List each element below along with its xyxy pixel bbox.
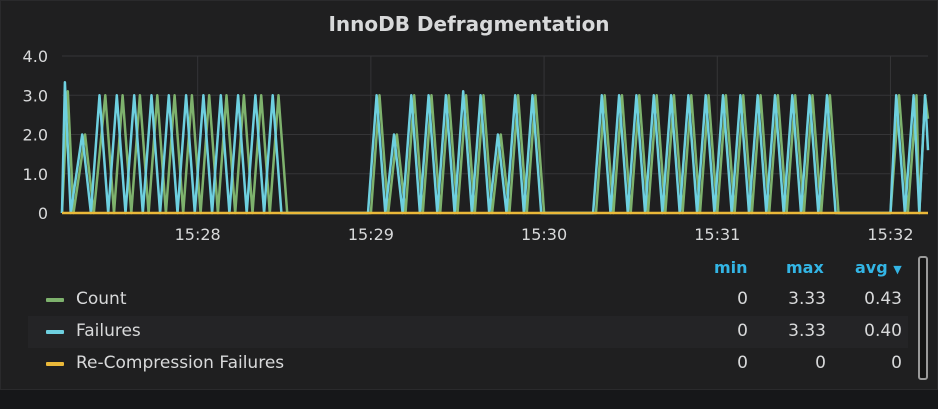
legend-row-recompression-failures[interactable]: Re-Compression Failures 0 0 0 (28, 348, 908, 380)
x-tick-label: 15:32 (867, 225, 913, 244)
legend-header-max[interactable]: max (786, 258, 824, 277)
y-tick-label: 3.0 (23, 86, 48, 105)
y-tick-label: 1.0 (23, 165, 48, 184)
legend-avg-value: 0.40 (864, 321, 902, 341)
legend-swatch (46, 298, 64, 302)
x-tick-label: 15:31 (694, 225, 740, 244)
legend-row-failures[interactable]: Failures 0 3.33 0.40 (28, 316, 908, 348)
panel-title[interactable]: InnoDB Defragmentation (328, 12, 610, 36)
y-tick-label: 0 (38, 204, 48, 223)
x-tick-label: 15:30 (521, 225, 567, 244)
caret-down-icon: ▼ (893, 263, 902, 276)
legend-series-name[interactable]: Re-Compression Failures (76, 353, 285, 373)
legend-scrollbar[interactable] (918, 256, 928, 380)
x-tick-label: 15:29 (348, 225, 394, 244)
chart-area[interactable]: 0 1.0 2.0 3.0 4.0 15:28 15:29 15:30 15:31 15:32 (0, 0, 938, 250)
legend-max-value: 0 (815, 353, 826, 373)
legend-header-avg[interactable]: avg ▼ (855, 258, 902, 277)
legend-series-name[interactable]: Failures (76, 321, 141, 341)
x-tick-label: 15:28 (175, 225, 221, 244)
y-tick-label: 2.0 (23, 126, 48, 145)
legend-header-min[interactable]: min (714, 258, 748, 277)
y-tick-label: 4.0 (23, 47, 48, 66)
legend-header-avg-label: avg (855, 258, 888, 277)
legend-swatch (46, 362, 64, 366)
legend-min-value: 0 (737, 321, 748, 341)
legend-max-value: 3.33 (788, 321, 826, 341)
legend-min-value: 0 (737, 353, 748, 373)
legend-max-value: 3.33 (788, 289, 826, 309)
legend-series-name[interactable]: Count (76, 289, 127, 309)
legend-swatch (46, 330, 64, 334)
legend-avg-value: 0 (891, 353, 902, 373)
series-line-failures (60, 81, 930, 215)
series-line-count (60, 90, 930, 215)
legend-min-value: 0 (737, 289, 748, 309)
legend-row-count[interactable]: Count 0 3.33 0.43 (28, 284, 908, 316)
legend-avg-value: 0.43 (864, 289, 902, 309)
